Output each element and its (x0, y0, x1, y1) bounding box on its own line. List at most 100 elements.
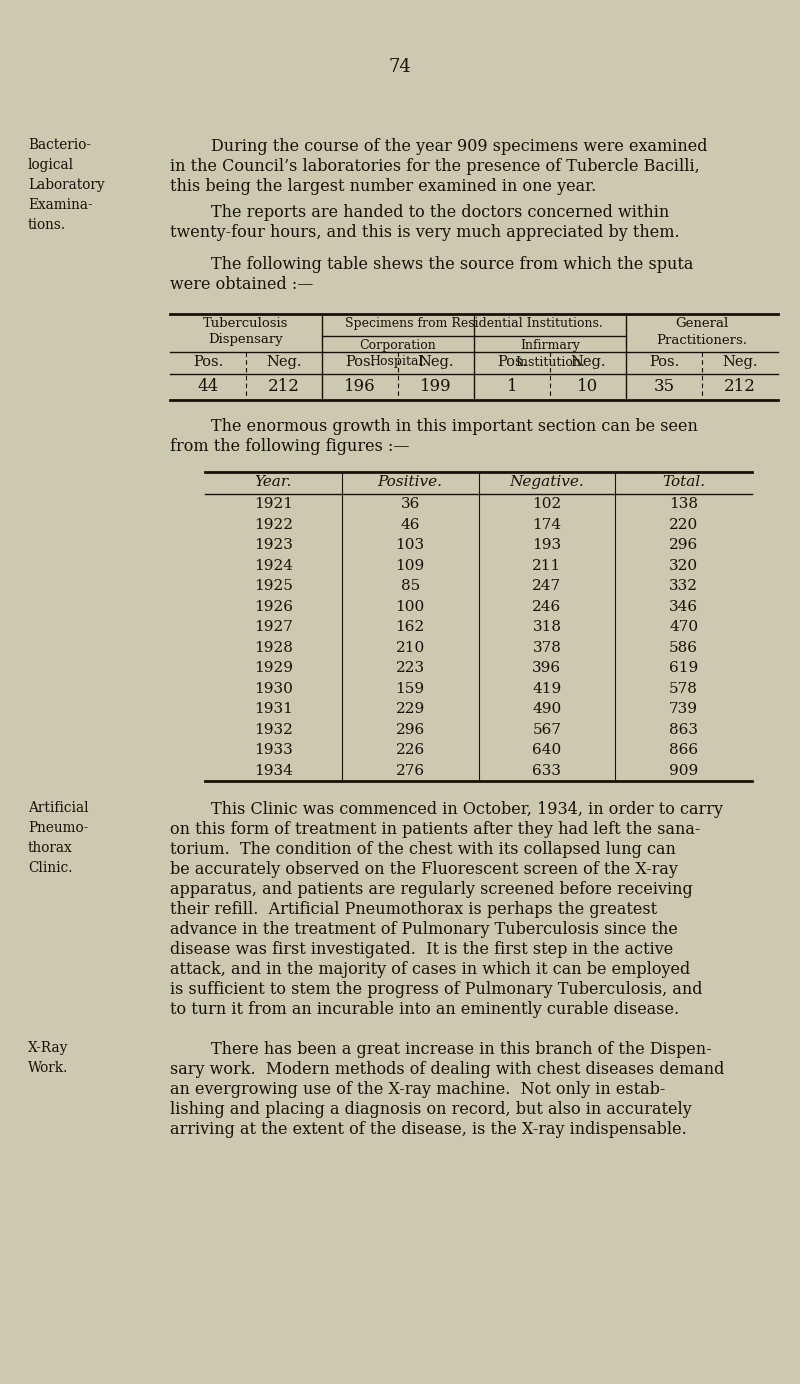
Text: 10: 10 (578, 378, 598, 394)
Text: 74: 74 (389, 58, 411, 76)
Text: 578: 578 (669, 682, 698, 696)
Text: 346: 346 (669, 599, 698, 613)
Text: 109: 109 (395, 559, 425, 573)
Text: 1925: 1925 (254, 580, 293, 594)
Text: 212: 212 (268, 378, 300, 394)
Text: attack, and in the majority of cases in which it can be employed: attack, and in the majority of cases in … (170, 960, 690, 978)
Text: 276: 276 (395, 764, 425, 778)
Text: 296: 296 (669, 538, 698, 552)
Text: 246: 246 (532, 599, 562, 613)
Text: 640: 640 (532, 743, 562, 757)
Text: 396: 396 (532, 662, 562, 675)
Text: 739: 739 (669, 702, 698, 717)
Text: 212: 212 (724, 378, 756, 394)
Text: Positive.: Positive. (378, 475, 442, 489)
Text: 296: 296 (395, 722, 425, 736)
Text: 210: 210 (395, 641, 425, 655)
Text: 211: 211 (532, 559, 562, 573)
Text: General
Practitioners.: General Practitioners. (657, 317, 747, 346)
Text: 1924: 1924 (254, 559, 293, 573)
Text: from the following figures :—: from the following figures :— (170, 437, 410, 455)
Text: Neg.: Neg. (570, 356, 606, 370)
Text: 586: 586 (669, 641, 698, 655)
Text: 162: 162 (395, 620, 425, 634)
Text: 46: 46 (400, 518, 420, 531)
Text: 863: 863 (669, 722, 698, 736)
Text: Specimens from Residential Institutions.: Specimens from Residential Institutions. (345, 317, 603, 329)
Text: 909: 909 (669, 764, 698, 778)
Text: 174: 174 (532, 518, 562, 531)
Text: advance in the treatment of Pulmonary Tuberculosis since the: advance in the treatment of Pulmonary Tu… (170, 920, 678, 938)
Text: 318: 318 (532, 620, 562, 634)
Text: 1931: 1931 (254, 702, 293, 717)
Text: 1929: 1929 (254, 662, 293, 675)
Text: 35: 35 (654, 378, 674, 394)
Text: 1922: 1922 (254, 518, 293, 531)
Text: twenty-four hours, and this is very much appreciated by them.: twenty-four hours, and this is very much… (170, 224, 680, 241)
Text: Tuberculosis
Dispensary: Tuberculosis Dispensary (203, 317, 289, 346)
Text: 332: 332 (669, 580, 698, 594)
Text: Negative.: Negative. (510, 475, 584, 489)
Text: Pos.: Pos. (649, 356, 679, 370)
Text: on this form of treatment in patients after they had left the sana-: on this form of treatment in patients af… (170, 821, 700, 837)
Text: to turn it from an incurable into an eminently curable disease.: to turn it from an incurable into an emi… (170, 1001, 679, 1019)
Text: 1930: 1930 (254, 682, 293, 696)
Text: 1926: 1926 (254, 599, 293, 613)
Text: 193: 193 (532, 538, 562, 552)
Text: sary work.  Modern methods of dealing with chest diseases demand: sary work. Modern methods of dealing wit… (170, 1062, 724, 1078)
Text: their refill.  Artificial Pneumothorax is perhaps the greatest: their refill. Artificial Pneumothorax is… (170, 901, 657, 918)
Text: 378: 378 (533, 641, 562, 655)
Text: be accurately observed on the Fluorescent screen of the X-ray: be accurately observed on the Fluorescen… (170, 861, 678, 877)
Text: Corporation
Hospital.: Corporation Hospital. (360, 339, 436, 368)
Text: 36: 36 (401, 497, 420, 511)
Text: Pos.: Pos. (497, 356, 527, 370)
Text: 470: 470 (669, 620, 698, 634)
Text: this being the largest number examined in one year.: this being the largest number examined i… (170, 179, 596, 195)
Text: 159: 159 (395, 682, 425, 696)
Text: 223: 223 (395, 662, 425, 675)
Text: Total.: Total. (662, 475, 705, 489)
Text: 196: 196 (344, 378, 376, 394)
Text: Neg.: Neg. (722, 356, 758, 370)
Text: 567: 567 (532, 722, 562, 736)
Text: Neg.: Neg. (418, 356, 454, 370)
Text: 100: 100 (395, 599, 425, 613)
Text: 1921: 1921 (254, 497, 293, 511)
Text: The reports are handed to the doctors concerned within: The reports are handed to the doctors co… (170, 203, 670, 221)
Text: 102: 102 (532, 497, 562, 511)
Text: This Clinic was commenced in October, 1934, in order to carry: This Clinic was commenced in October, 19… (170, 801, 723, 818)
Text: 1932: 1932 (254, 722, 293, 736)
Text: 1923: 1923 (254, 538, 293, 552)
Text: disease was first investigated.  It is the first step in the active: disease was first investigated. It is th… (170, 941, 674, 958)
Text: Infirmary
Institution.: Infirmary Institution. (515, 339, 585, 368)
Text: is sufficient to stem the progress of Pulmonary Tuberculosis, and: is sufficient to stem the progress of Pu… (170, 981, 702, 998)
Text: 633: 633 (532, 764, 562, 778)
Text: 226: 226 (395, 743, 425, 757)
Text: 490: 490 (532, 702, 562, 717)
Text: 229: 229 (395, 702, 425, 717)
Text: 1: 1 (506, 378, 518, 394)
Text: 247: 247 (532, 580, 562, 594)
Text: 199: 199 (420, 378, 452, 394)
Text: X-Ray
Work.: X-Ray Work. (28, 1041, 68, 1075)
Text: 1933: 1933 (254, 743, 293, 757)
Text: The following table shews the source from which the sputa: The following table shews the source fro… (170, 256, 694, 273)
Text: 1928: 1928 (254, 641, 293, 655)
Text: 1927: 1927 (254, 620, 293, 634)
Text: 44: 44 (198, 378, 218, 394)
Text: arriving at the extent of the disease, is the X-ray indispensable.: arriving at the extent of the disease, i… (170, 1121, 686, 1138)
Text: There has been a great increase in this branch of the Dispen-: There has been a great increase in this … (170, 1041, 712, 1057)
Text: Neg.: Neg. (266, 356, 302, 370)
Text: Pos.: Pos. (193, 356, 223, 370)
Text: 85: 85 (401, 580, 420, 594)
Text: 619: 619 (669, 662, 698, 675)
Text: During the course of the year 909 specimens were examined: During the course of the year 909 specim… (170, 138, 707, 155)
Text: apparatus, and patients are regularly screened before receiving: apparatus, and patients are regularly sc… (170, 882, 693, 898)
Text: Bacterio-
logical
Laboratory
Examina-
tions.: Bacterio- logical Laboratory Examina- ti… (28, 138, 105, 233)
Text: torium.  The condition of the chest with its collapsed lung can: torium. The condition of the chest with … (170, 841, 676, 858)
Text: 138: 138 (669, 497, 698, 511)
Text: were obtained :—: were obtained :— (170, 275, 314, 293)
Text: The enormous growth in this important section can be seen: The enormous growth in this important se… (170, 418, 698, 435)
Text: lishing and placing a diagnosis on record, but also in accurately: lishing and placing a diagnosis on recor… (170, 1102, 692, 1118)
Text: Year.: Year. (254, 475, 292, 489)
